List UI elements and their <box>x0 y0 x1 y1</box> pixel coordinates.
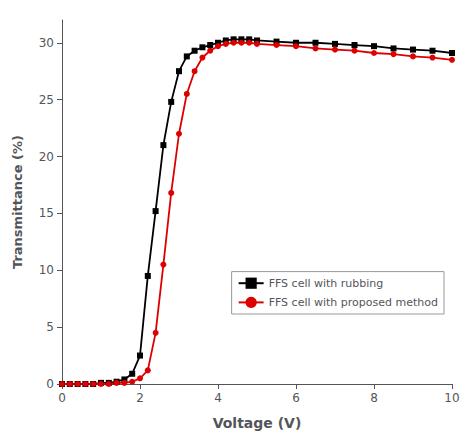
svg-text:8: 8 <box>370 391 378 405</box>
svg-text:4: 4 <box>214 391 222 405</box>
svg-text:5: 5 <box>46 320 54 334</box>
svg-text:25: 25 <box>39 93 54 107</box>
svg-text:FFS cell with rubbing: FFS cell with rubbing <box>269 277 384 290</box>
svg-text:Voltage (V): Voltage (V) <box>213 415 302 431</box>
svg-text:0: 0 <box>58 391 66 405</box>
svg-text:20: 20 <box>39 150 54 164</box>
svg-text:2: 2 <box>136 391 144 405</box>
svg-text:0: 0 <box>46 377 54 391</box>
svg-text:6: 6 <box>292 391 300 405</box>
svg-text:FFS cell with proposed method: FFS cell with proposed method <box>269 296 438 309</box>
svg-text:15: 15 <box>39 206 54 220</box>
svg-text:30: 30 <box>39 36 54 50</box>
svg-text:10: 10 <box>39 263 54 277</box>
svg-text:10: 10 <box>444 391 459 405</box>
svg-text:Transmittance (%): Transmittance (%) <box>10 135 25 269</box>
